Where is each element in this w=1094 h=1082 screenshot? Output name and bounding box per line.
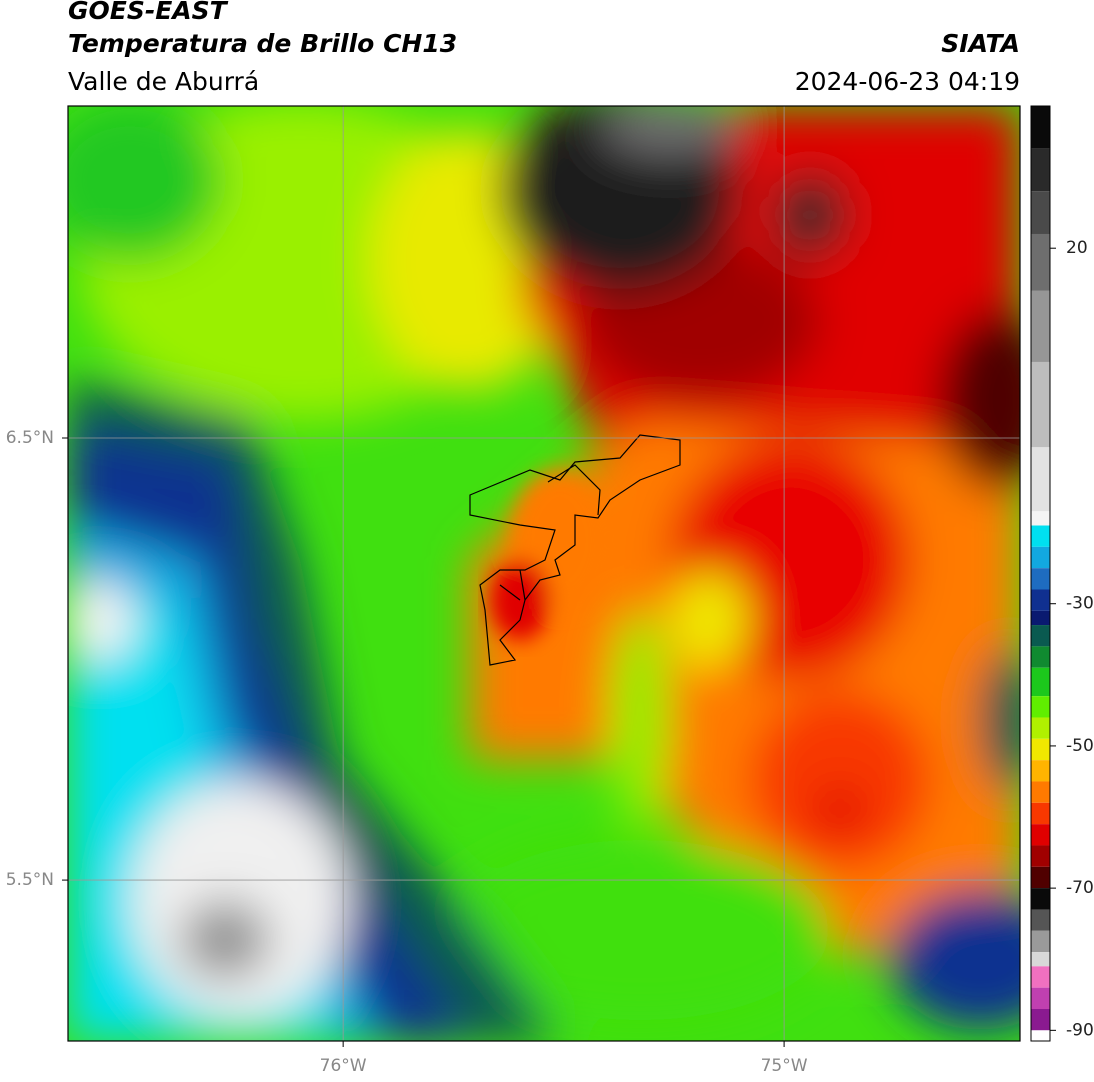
title: GOES-EAST — [68, 0, 229, 25]
colorbar-band — [1031, 511, 1050, 526]
colorbar-band — [1031, 625, 1050, 647]
colorbar-band — [1031, 233, 1050, 291]
colorbar-frame — [1030, 105, 1051, 1042]
colorbar-band — [1031, 106, 1050, 149]
colorbar-band — [1031, 447, 1050, 512]
colorbar-band — [1031, 952, 1050, 967]
colorbar-band — [1031, 909, 1050, 931]
colorbar-band — [1031, 824, 1050, 846]
region: Valle de Aburrá — [68, 67, 259, 96]
colorbar-band — [1031, 610, 1050, 626]
municipal-boundaries — [469, 434, 681, 666]
colorbar-band — [1031, 1030, 1050, 1041]
colorbar-band — [1031, 866, 1050, 889]
subtitle: Temperatura de Brillo CH13 — [68, 29, 457, 58]
colorbar-band — [1031, 589, 1050, 611]
lat-label: 6.5°N — [6, 428, 54, 448]
colorbar-band — [1031, 802, 1050, 825]
satellite-image — [68, 106, 1020, 1041]
colorbar-label: -30 — [1066, 594, 1094, 614]
colorbar-band — [1031, 667, 1050, 697]
colorbar-band — [1031, 1009, 1050, 1031]
colorbar-band — [1031, 646, 1050, 668]
colorbar-label: -70 — [1066, 878, 1094, 898]
colorbar-label: 20 — [1066, 238, 1088, 258]
colorbar-label: -50 — [1066, 736, 1094, 756]
colorbar-band — [1031, 361, 1050, 448]
colorbar-band — [1031, 696, 1050, 718]
colorbar-band — [1031, 568, 1050, 590]
lon-label: 76°W — [320, 1056, 367, 1076]
colorbar-band — [1031, 930, 1050, 953]
colorbar-band — [1031, 987, 1050, 1010]
datetime: 2024-06-23 04:19 — [795, 67, 1020, 96]
colorbar-band — [1031, 717, 1050, 739]
colorbar-band — [1031, 290, 1050, 362]
colorbar-band — [1031, 781, 1050, 803]
colorbar-band — [1031, 525, 1050, 547]
colorbar-band — [1031, 845, 1050, 867]
colorbar-band — [1031, 760, 1050, 782]
colorbar-band — [1031, 191, 1050, 234]
colorbar-band — [1031, 148, 1050, 192]
colorbar-band — [1031, 888, 1050, 910]
colorbar-label: -90 — [1066, 1020, 1094, 1040]
colorbar-band — [1031, 966, 1050, 988]
map-frame — [67, 105, 1021, 1042]
colorbar-band — [1031, 738, 1050, 761]
agency: SIATA — [941, 29, 1020, 58]
lon-label: 75°W — [761, 1056, 808, 1076]
colorbar-band — [1031, 546, 1050, 569]
lat-label: 5.5°N — [6, 870, 54, 890]
